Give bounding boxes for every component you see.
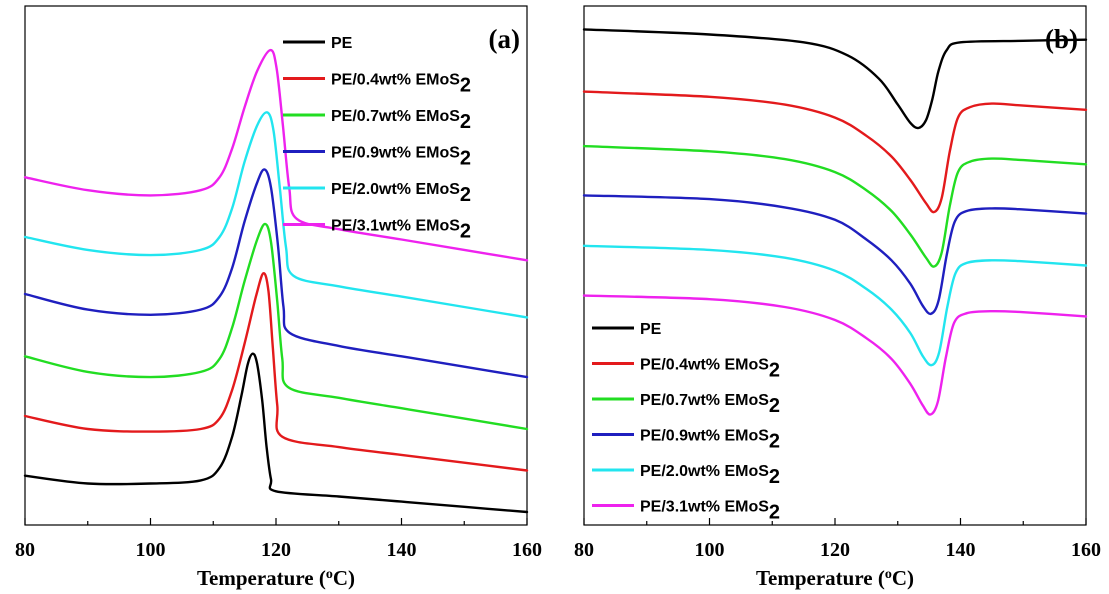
legend-label: PE/0.7wt% EMoS2 [640, 392, 780, 417]
plot-frame [583, 5, 1087, 526]
legend-label: PE/0.4wt% EMoS2 [640, 357, 780, 382]
x-tick-label: 160 [512, 539, 542, 561]
panel-label: (b) [1045, 24, 1078, 54]
series-line-5 [23, 48, 529, 262]
x-tick-label: 120 [820, 539, 850, 561]
x-tick-label: 100 [695, 539, 725, 561]
legend-label: PE/3.1wt% EMoS2 [640, 499, 780, 524]
series-line-3 [23, 168, 529, 379]
series-line-1 [23, 272, 529, 472]
legend-label: PE/3.1wt% EMoS2 [331, 218, 471, 243]
x-axis-title: Temperature (oC) [756, 566, 914, 590]
x-tick-label: 160 [1071, 539, 1101, 561]
legend-label: PE/2.0wt% EMoS2 [331, 181, 471, 206]
series-line-2 [582, 144, 1088, 268]
x-tick-label: 140 [946, 539, 976, 561]
legend-label: PE/2.0wt% EMoS2 [640, 463, 780, 488]
chart-panel-a: 80 100 120 140 160 Temperature (oC) PE PE/0.4wt… [15, 5, 542, 590]
series-line-0 [23, 352, 529, 514]
x-tick-label: 120 [261, 539, 291, 561]
x-axis-title-superscript: o [885, 567, 892, 582]
x-axis-title-superscript: o [326, 567, 333, 582]
series-line-1 [582, 90, 1088, 214]
series-line-4 [582, 244, 1088, 367]
legend-label: PE [331, 35, 353, 52]
panel-label: (a) [489, 24, 520, 54]
x-tick-label: 80 [15, 539, 35, 561]
series-line-4 [23, 111, 529, 319]
legend-label: PE/0.9wt% EMoS2 [640, 428, 780, 453]
series-line-3 [582, 194, 1088, 316]
x-tick-label: 140 [387, 539, 417, 561]
legend-label: PE [640, 321, 662, 338]
x-tick-label: 100 [136, 539, 166, 561]
series-line-5 [582, 294, 1088, 416]
chart-panel-b: 80 100 120 140 160 Temperature (oC) PE PE/0.4wt… [574, 5, 1101, 590]
legend-label: PE/0.4wt% EMoS2 [331, 72, 471, 97]
x-tick-label: 80 [574, 539, 594, 561]
legend-label: PE/0.9wt% EMoS2 [331, 145, 471, 170]
x-axis-title: Temperature (oC) [197, 566, 355, 590]
legend: PE PE/0.4wt% EMoS2 PE/0.7wt% EMoS2 PE/0.9wt… [283, 35, 471, 243]
series-line-0 [582, 28, 1088, 130]
legend: PE PE/0.4wt% EMoS2 PE/0.7wt% EMoS2 PE/0.9wt… [592, 321, 780, 524]
series-line-2 [23, 222, 529, 431]
legend-label: PE/0.7wt% EMoS2 [331, 108, 471, 133]
